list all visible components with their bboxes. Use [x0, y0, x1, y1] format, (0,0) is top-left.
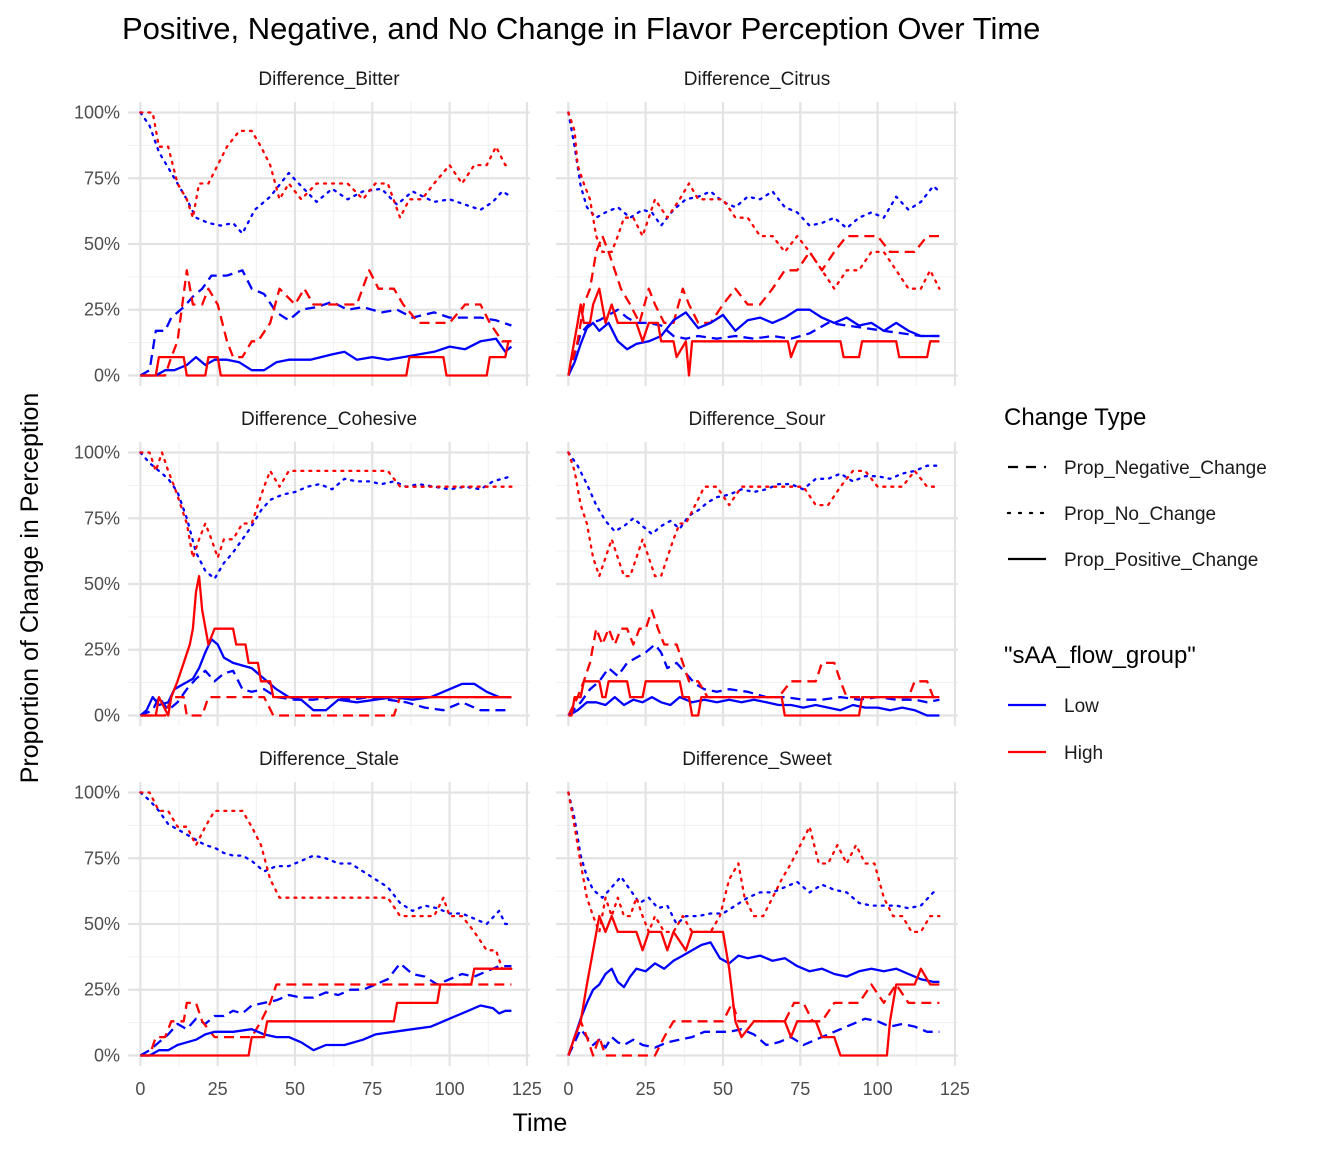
series-line-high-prop-no-change [567, 111, 941, 290]
series-line-low-prop-negative-change [567, 308, 940, 376]
y-tick-label: 100% [74, 103, 120, 123]
facet-strip-label: Difference_Sweet [682, 749, 832, 770]
legend-change-type: Change Type Prop_Negative_Change Prop_No_C… [1004, 404, 1267, 571]
series-line-high-prop-positive-change [140, 967, 512, 1057]
panel-grid [128, 782, 530, 1066]
legend-label: Prop_Positive_Change [1064, 550, 1258, 571]
x-tick-label: 25 [208, 1079, 228, 1099]
y-tick-label: 100% [74, 783, 120, 803]
x-tick-label: 0 [563, 1079, 573, 1099]
series-line-high-prop-no-change [139, 791, 513, 970]
y-tick-label: 75% [84, 168, 120, 188]
y-tick-label: 25% [84, 640, 120, 660]
series-line-low-prop-negative-change [567, 1017, 940, 1056]
y-tick-label: 50% [84, 574, 120, 594]
series-line-high-prop-no-change [139, 451, 513, 559]
x-tick-label: 25 [636, 1079, 656, 1099]
y-tick-label: 75% [84, 848, 120, 868]
series-line-high-prop-no-change [567, 791, 941, 934]
panel-difference-sour: Difference_Sour [556, 409, 958, 726]
series-line-low-prop-negative-change [139, 669, 512, 717]
panel-difference-citrus: Difference_Citrus [556, 69, 958, 386]
panel-difference-stale: Difference_Stale 0% 25% 50% 75% 100% 0 25 50 75 10… [74, 749, 542, 1099]
series-line-high-prop-negative-change [567, 983, 940, 1057]
legend-label: High [1064, 743, 1103, 764]
series-line-low-prop-positive-change [567, 695, 940, 717]
panel-grid [128, 102, 530, 386]
series-line-high-prop-negative-change [140, 269, 512, 377]
legend-title: "sAA_flow_group" [1004, 642, 1196, 669]
series-line-high-prop-positive-change [567, 287, 940, 377]
series-line-high-prop-negative-change [567, 234, 940, 376]
x-tick-label: 125 [940, 1079, 970, 1099]
x-tick-label: 75 [362, 1079, 382, 1099]
panel-difference-bitter: Difference_Bitter 0% 25% 50% 75% 100% [74, 69, 530, 386]
y-tick-label: 0% [94, 705, 120, 725]
series-line-high-prop-negative-change [140, 983, 512, 1057]
series-line-low-prop-positive-change [140, 1004, 512, 1057]
series-line-low-prop-positive-change [140, 337, 513, 377]
x-tick-label: 100 [863, 1079, 893, 1099]
y-axis-title: Proportion of Change in Perception [16, 393, 44, 784]
y-tick-label: 25% [84, 300, 120, 320]
series-line-low-prop-positive-change [567, 308, 940, 376]
x-tick-label: 50 [713, 1079, 733, 1099]
series-line-low-prop-no-change [567, 111, 941, 230]
panel-grid [128, 442, 530, 726]
facet-panels: Difference_Bitter0%25%50%75%100%Differen… [74, 69, 970, 1099]
y-tick-label: 50% [84, 914, 120, 934]
facet-strip-label: Difference_Bitter [258, 69, 400, 90]
series-line-high-prop-no-change [567, 451, 941, 578]
x-tick-label: 100 [435, 1079, 465, 1099]
y-tick-label: 100% [74, 443, 120, 463]
series-line-low-prop-no-change [567, 791, 941, 926]
x-tick-label: 50 [285, 1079, 305, 1099]
series-line-low-prop-no-change [567, 451, 941, 536]
y-tick-label: 0% [94, 1045, 120, 1065]
series-line-high-prop-positive-change [140, 340, 512, 377]
facet-strip-label: Difference_Cohesive [241, 409, 417, 430]
facet-strip-label: Difference_Sour [689, 409, 827, 430]
panel-difference-cohesive: Difference_Cohesive 0% 25% 50% 75% 100% [74, 409, 530, 726]
legend-label: Prop_Negative_Change [1064, 458, 1267, 479]
x-axis-title: Time [513, 1109, 568, 1137]
legend-label: Low [1064, 696, 1099, 717]
series-line-low-prop-no-change [139, 451, 513, 580]
panel-grid [556, 442, 958, 726]
y-tick-label: 50% [84, 234, 120, 254]
x-tick-label: 125 [512, 1079, 542, 1099]
panel-difference-sweet: Difference_Sweet 0 25 50 75 100 125 [556, 749, 970, 1099]
series-line-high-prop-positive-change [140, 574, 512, 717]
chart-title: Positive, Negative, and No Change in Fla… [122, 11, 1040, 46]
series-line-low-prop-positive-change [567, 941, 940, 1056]
facet-strip-label: Difference_Citrus [684, 69, 830, 90]
legend-label: Prop_No_Change [1064, 504, 1216, 525]
series-line-high-prop-no-change [139, 111, 513, 219]
legend: Change Type Prop_Negative_Change Prop_No_C… [1004, 404, 1267, 764]
series-line-high-prop-positive-change [567, 914, 940, 1057]
legend-flow-group: "sAA_flow_group" Low High [1004, 642, 1196, 764]
series-line-high-prop-negative-change [140, 695, 512, 717]
series-line-low-prop-negative-change [139, 962, 512, 1057]
facet-strip-label: Difference_Stale [259, 749, 399, 770]
series-line-low-prop-negative-change [139, 269, 512, 377]
legend-title: Change Type [1004, 404, 1146, 431]
series-line-high-prop-positive-change [568, 680, 940, 717]
y-tick-label: 75% [84, 508, 120, 528]
y-tick-label: 0% [94, 365, 120, 385]
y-tick-label: 25% [84, 980, 120, 1000]
panel-grid [556, 782, 958, 1066]
x-tick-label: 75 [790, 1079, 810, 1099]
x-tick-label: 0 [135, 1079, 145, 1099]
